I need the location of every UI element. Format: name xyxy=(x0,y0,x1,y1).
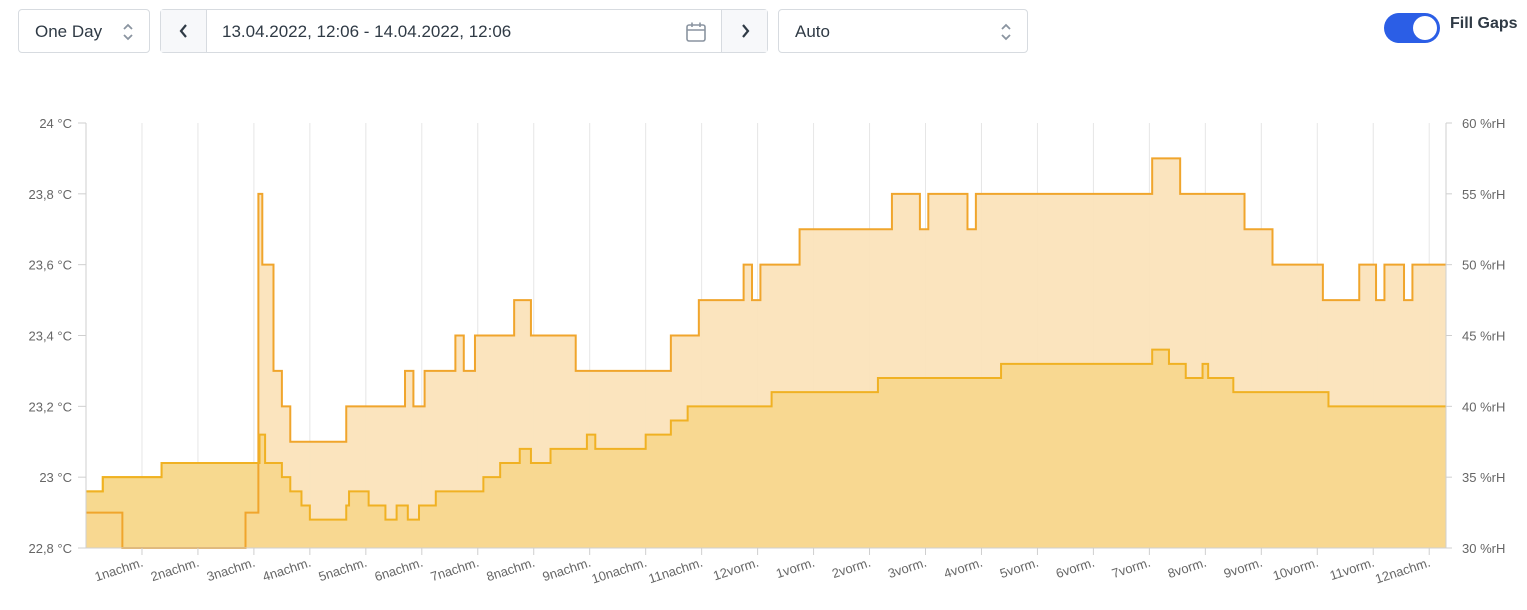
updown-chevron-icon xyxy=(123,23,133,41)
date-range-input[interactable]: 13.04.2022, 12:06 - 14.04.2022, 12:06 xyxy=(207,10,721,52)
right-axis-tick-label: 50 %rH xyxy=(1462,258,1505,273)
left-axis-tick-label: 23,2 °C xyxy=(28,399,72,414)
right-axis-tick-label: 60 %rH xyxy=(1462,116,1505,131)
bottom-axis-tick-label: 6nachm. xyxy=(373,555,425,585)
date-range-value: 13.04.2022, 12:06 - 14.04.2022, 12:06 xyxy=(222,22,512,41)
right-axis-tick-label: 55 %rH xyxy=(1462,187,1505,202)
bottom-axis-tick-label: 9nachm. xyxy=(541,555,593,585)
bottom-axis-tick-label: 7nachm. xyxy=(429,555,481,585)
bottom-axis-tick-label: 3vorm. xyxy=(886,555,928,582)
fill-gaps-toggle[interactable] xyxy=(1384,13,1440,43)
left-axis-tick-label: 23,6 °C xyxy=(28,258,72,273)
date-range-picker: 13.04.2022, 12:06 - 14.04.2022, 12:06 xyxy=(160,9,768,53)
left-axis-tick-label: 23 °C xyxy=(39,470,72,485)
bottom-axis-tick-label: 5vorm. xyxy=(998,555,1040,582)
previous-range-button[interactable] xyxy=(161,10,207,52)
bottom-axis-tick-label: 8nachm. xyxy=(485,555,537,585)
updown-chevron-icon xyxy=(1001,23,1011,41)
humidity-area xyxy=(86,349,1446,548)
right-axis-tick-label: 40 %rH xyxy=(1462,399,1505,414)
temperature-humidity-chart: 22,8 °C 23 °C 23,2 °C 23,4 °C 23,6 °C 23,8 °C… xyxy=(28,116,1505,587)
bottom-axis-tick-label: 11vorm. xyxy=(1328,555,1376,583)
right-axis-tick-label: 35 %rH xyxy=(1462,470,1505,485)
bottom-axis-tick-label: 5nachm. xyxy=(317,555,369,585)
bottom-axis-tick-label: 8vorm. xyxy=(1166,555,1208,582)
temperature-line xyxy=(86,157,1446,549)
bottom-axis-tick-label: 6vorm. xyxy=(1054,555,1096,582)
bottom-axis-tick-label: 2vorm. xyxy=(830,555,872,582)
period-select-value: One Day xyxy=(35,22,103,41)
bottom-axis-tick-label: 4vorm. xyxy=(942,555,984,582)
bottom-axis-tick-label: 4nachm. xyxy=(261,555,313,585)
left-axis-tick-label: 22,8 °C xyxy=(28,541,72,556)
fill-gaps-label: Fill Gaps xyxy=(1450,15,1518,32)
bottom-axis-tick-label: 1nachm. xyxy=(93,555,145,585)
chart-series xyxy=(86,157,1446,549)
right-axis-tick-label: 30 %rH xyxy=(1462,541,1505,556)
next-range-button[interactable] xyxy=(721,10,767,52)
bottom-axis-tick-label: 2nachm. xyxy=(149,555,201,585)
chevron-right-icon xyxy=(741,24,749,38)
calendar-icon[interactable] xyxy=(685,21,707,43)
bottom-axis-tick-label: 10nachm. xyxy=(590,555,649,587)
bottom-axis-tick-label: 9vorm. xyxy=(1222,555,1264,582)
toggle-knob xyxy=(1413,16,1437,40)
bottom-axis-tick-label: 7vorm. xyxy=(1110,555,1152,582)
right-axis-tick-label: 45 %rH xyxy=(1462,329,1505,344)
aggregation-select-value: Auto xyxy=(795,22,830,41)
chevron-left-icon xyxy=(179,24,187,38)
bottom-axis-tick-label: 10vorm. xyxy=(1271,555,1320,584)
bottom-axis-tick-label: 12vorm. xyxy=(711,555,760,584)
bottom-axis-tick-label: 12nachm. xyxy=(1373,555,1432,587)
left-axis-tick-label: 23,8 °C xyxy=(28,187,72,202)
humidity-line xyxy=(86,348,1446,521)
left-axis-tick-label: 23,4 °C xyxy=(28,329,72,344)
bottom-axis-tick-label: 3nachm. xyxy=(205,555,257,585)
bottom-axis-tick-label: 1vorm. xyxy=(774,555,816,582)
aggregation-select[interactable]: Auto xyxy=(778,9,1028,53)
bottom-axis-tick-label: 11nachm. xyxy=(647,555,705,587)
period-select[interactable]: One Day xyxy=(18,9,150,53)
left-axis-tick-label: 24 °C xyxy=(39,116,72,131)
